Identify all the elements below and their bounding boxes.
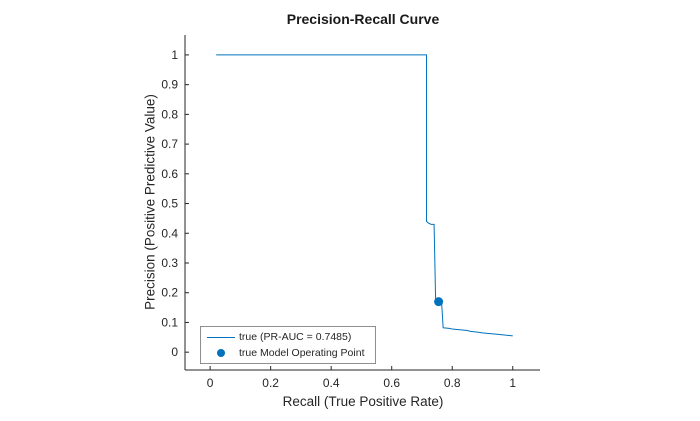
x-tick-label: 0.8 [444,376,461,390]
pr-curve-line [216,54,513,337]
legend-entry-curve: true (PR-AUC = 0.7485) [203,329,365,345]
x-tick-label: 0 [207,376,214,390]
legend-line-icon [203,336,239,338]
y-tick-label: 0.2 [161,286,178,300]
chart-title: Precision-Recall Curve [286,11,440,27]
y-tick-label: 1 [171,48,178,62]
y-tick-label: 0.9 [161,78,178,92]
y-tick-label: 0 [171,345,178,359]
legend: true (PR-AUC = 0.7485) true Model Operat… [200,326,376,364]
y-tick-label: 0.3 [161,256,178,270]
y-tick-label: 0.1 [161,315,178,329]
y-tick-label: 0.7 [161,137,178,151]
x-axis-label: Recall (True Positive Rate) [282,394,444,409]
legend-dot-icon [203,349,239,357]
legend-entry-operating-point: true Model Operating Point [203,345,365,361]
legend-entry-label: true (PR-AUC = 0.7485) [239,331,352,343]
operating-point-marker [434,297,444,307]
x-tick-label: 0.2 [262,376,279,390]
x-tick-label: 0.4 [323,376,340,390]
y-tick-label: 0.8 [161,107,178,121]
y-tick-label: 0.6 [161,167,178,181]
x-tick-label: 1 [509,376,516,390]
legend-entry-label: true Model Operating Point [239,347,365,359]
y-tick-label: 0.4 [161,226,178,240]
x-tick-label: 0.6 [383,376,400,390]
y-tick-label: 0.5 [161,197,178,211]
